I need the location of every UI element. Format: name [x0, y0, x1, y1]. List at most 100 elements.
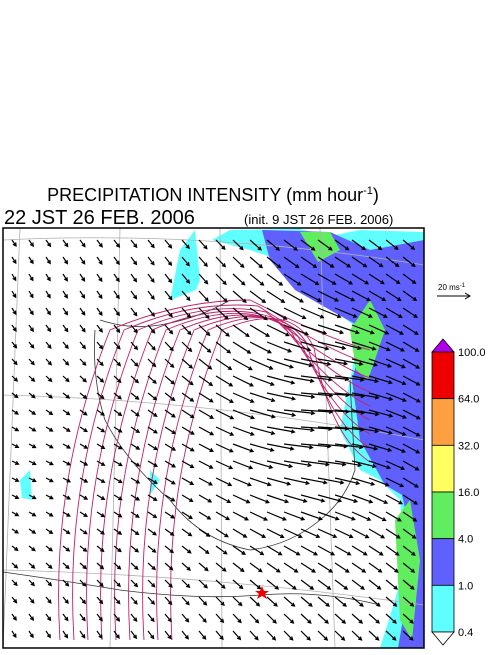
wind-arrow [79, 239, 86, 248]
wind-arrow [45, 324, 52, 333]
wind-arrow [385, 341, 406, 352]
wind-arrow [402, 273, 417, 285]
wind-arrow [62, 358, 70, 366]
wind-arrow [198, 511, 212, 520]
wind-arrow [45, 392, 53, 399]
wind-arrow [215, 460, 234, 470]
wind-arrow [45, 307, 51, 316]
wind-arrow [11, 392, 19, 399]
wind-arrow [334, 545, 352, 556]
wind-arrow [351, 307, 373, 318]
wind-arrow [198, 239, 208, 250]
wind-arrow [28, 392, 36, 399]
wind-arrow [11, 528, 20, 534]
colorbar-label: 64.0 [458, 394, 479, 406]
wind-arrow [11, 375, 19, 382]
wind-arrow [215, 596, 225, 607]
wind-arrow [385, 307, 403, 318]
wind-arrow [283, 256, 300, 269]
wind-arrow [232, 528, 248, 538]
wind-arrow [215, 630, 224, 641]
wind-arrow [96, 256, 103, 265]
wind-arrow [215, 443, 234, 453]
wind-arrow [147, 324, 156, 334]
wind-arrow [181, 494, 194, 502]
wind-arrow [300, 579, 315, 590]
wind-arrow [45, 596, 52, 604]
wind-arrow [198, 494, 213, 503]
wind-arrow [283, 358, 314, 368]
wind-arrow [368, 562, 383, 573]
wind-arrow [11, 460, 20, 465]
wind-arrow [402, 375, 421, 386]
contour-line [156, 317, 371, 641]
wind-arrow [96, 239, 103, 248]
init-time: (init. 9 JST 26 FEB. 2006) [244, 212, 393, 227]
wind-arrow [79, 613, 86, 622]
wind-arrow [130, 477, 141, 484]
wind-arrow [317, 630, 329, 641]
wind-arrow [113, 545, 122, 553]
wind-arrow [11, 579, 18, 587]
wind-arrow [317, 494, 343, 503]
wind-arrow [249, 596, 261, 607]
wind-arrow [45, 273, 51, 282]
wind-arrow [62, 273, 68, 282]
wind-arrow [334, 375, 365, 382]
wind-arrow [334, 341, 362, 351]
wind-arrow [181, 375, 194, 386]
wind-arrow [45, 545, 54, 552]
wind-arrow [147, 477, 158, 484]
wind-arrow [249, 375, 275, 386]
wind-arrow [249, 409, 276, 419]
wind-arrow [130, 375, 140, 384]
wind-arrow [96, 613, 103, 622]
wind-arrow [368, 579, 382, 590]
wind-arrow [334, 562, 350, 573]
colorbar-segment [431, 491, 455, 540]
wind-arrow [79, 341, 87, 350]
wind-arrow [181, 239, 190, 250]
wind-arrow [113, 358, 122, 367]
wind-arrow [113, 341, 121, 350]
wind-arrow [334, 613, 347, 624]
wind-arrow [11, 341, 18, 349]
wind-arrow [215, 426, 235, 436]
wind-arrow [45, 579, 53, 587]
wind-arrow [130, 358, 139, 367]
wind-arrow [164, 307, 173, 318]
wind-arrow [11, 239, 17, 247]
wind-arrow [368, 409, 394, 418]
title-sup: -1 [363, 185, 373, 197]
wind-arrow [96, 562, 105, 570]
wind-arrow [351, 545, 368, 556]
wind-arrow [351, 324, 375, 335]
wind-arrow [249, 494, 270, 504]
wind-arrow [249, 426, 276, 436]
wind-arrow [283, 545, 301, 556]
wind-arrow [232, 358, 253, 371]
wind-arrow [147, 562, 156, 571]
wind-arrow [45, 426, 54, 432]
wind-arrow [283, 443, 314, 450]
wind-arrow [266, 392, 297, 401]
wind-arrow [232, 511, 249, 521]
wind-arrow [300, 511, 323, 521]
wind-arrow [215, 375, 234, 387]
wind-arrow [351, 239, 367, 251]
wind-arrow [368, 307, 388, 318]
wind-arrow [249, 239, 262, 251]
wind-arrow [130, 596, 138, 605]
wind-arrows [11, 239, 421, 641]
wind-arrow [113, 443, 123, 450]
wind-scale-head [464, 292, 471, 300]
wind-arrow [334, 358, 364, 366]
wind-arrow [164, 545, 174, 554]
wind-arrow [164, 494, 176, 502]
wind-arrow [11, 256, 17, 265]
wind-arrow [283, 324, 310, 336]
wind-arrow [164, 528, 175, 536]
wind-arrow [130, 324, 138, 334]
wind-arrow [402, 358, 421, 369]
wind-arrow [28, 494, 37, 500]
